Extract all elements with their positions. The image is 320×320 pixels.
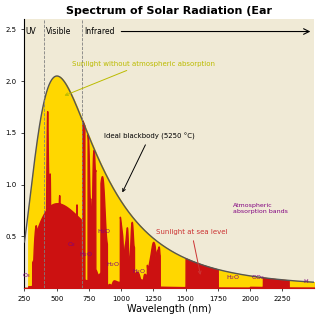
Text: UV: UV: [26, 28, 36, 36]
Text: Visible: Visible: [46, 28, 71, 36]
Text: H$_2$O: H$_2$O: [79, 250, 93, 259]
Text: H$_2$O: H$_2$O: [106, 260, 121, 269]
Text: Ideal blackbody (5250 °C): Ideal blackbody (5250 °C): [104, 132, 195, 191]
Title: Spectrum of Solar Radiation (Ear: Spectrum of Solar Radiation (Ear: [67, 5, 272, 16]
Text: H$_2$O: H$_2$O: [132, 267, 146, 276]
Text: Atmospheric
absorption bands: Atmospheric absorption bands: [233, 203, 288, 214]
Text: H$_2$O: H$_2$O: [97, 228, 111, 236]
Text: Infrared: Infrared: [84, 28, 115, 36]
Text: Sunlight without atmospheric absorption: Sunlight without atmospheric absorption: [65, 61, 215, 95]
Text: Sunlight at sea level: Sunlight at sea level: [156, 229, 228, 274]
X-axis label: Wavelength (nm): Wavelength (nm): [127, 304, 212, 315]
Text: O$_3$: O$_3$: [22, 271, 31, 280]
Text: H$_2$O: H$_2$O: [226, 273, 240, 282]
Text: CO$_2$: CO$_2$: [251, 273, 265, 282]
Text: O$_2$: O$_2$: [67, 240, 76, 249]
Text: H: H: [303, 279, 308, 284]
